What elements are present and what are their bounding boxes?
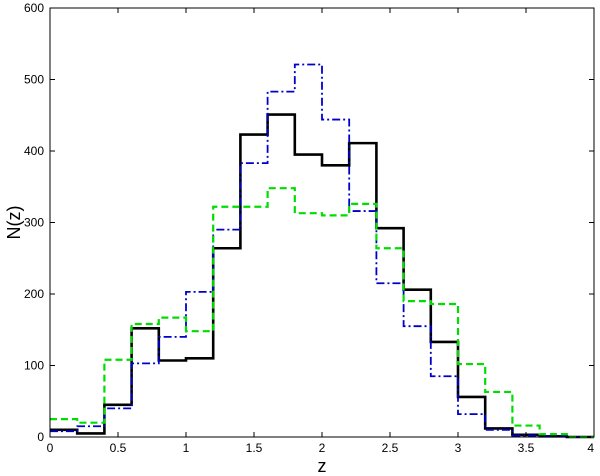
x-tick-label: 3.5 (518, 441, 535, 455)
x-tick-label: 0 (47, 441, 54, 455)
x-axis-title: z (318, 456, 327, 476)
x-axis-ticks: 0 0.5 1 1.5 2 2.5 3 3.5 4 (47, 8, 595, 455)
x-tick-label: 3 (455, 441, 462, 455)
x-tick-label: 0.5 (110, 441, 127, 455)
y-tick-label: 0 (37, 430, 44, 444)
y-tick-label: 300 (24, 216, 44, 230)
y-tick-label: 100 (24, 359, 44, 373)
y-tick-label: 600 (24, 1, 44, 15)
y-axis-ticks: 0 100 200 300 400 500 600 (24, 1, 594, 444)
x-tick-label: 1 (183, 441, 190, 455)
x-tick-label: 4 (587, 441, 594, 455)
y-tick-label: 200 (24, 287, 44, 301)
plot-series (50, 63, 594, 439)
y-tick-label: 400 (24, 144, 44, 158)
y-tick-label: 500 (24, 73, 44, 87)
x-tick-label: 2 (319, 441, 326, 455)
series-line-3-dashed (50, 187, 594, 439)
x-tick-label: 1.5 (246, 441, 263, 455)
y-axis-title: N(z) (4, 206, 24, 240)
x-tick-label: 2.5 (382, 441, 399, 455)
series-line-2-dashdot (50, 63, 594, 438)
series-line-1-solid (50, 113, 594, 439)
